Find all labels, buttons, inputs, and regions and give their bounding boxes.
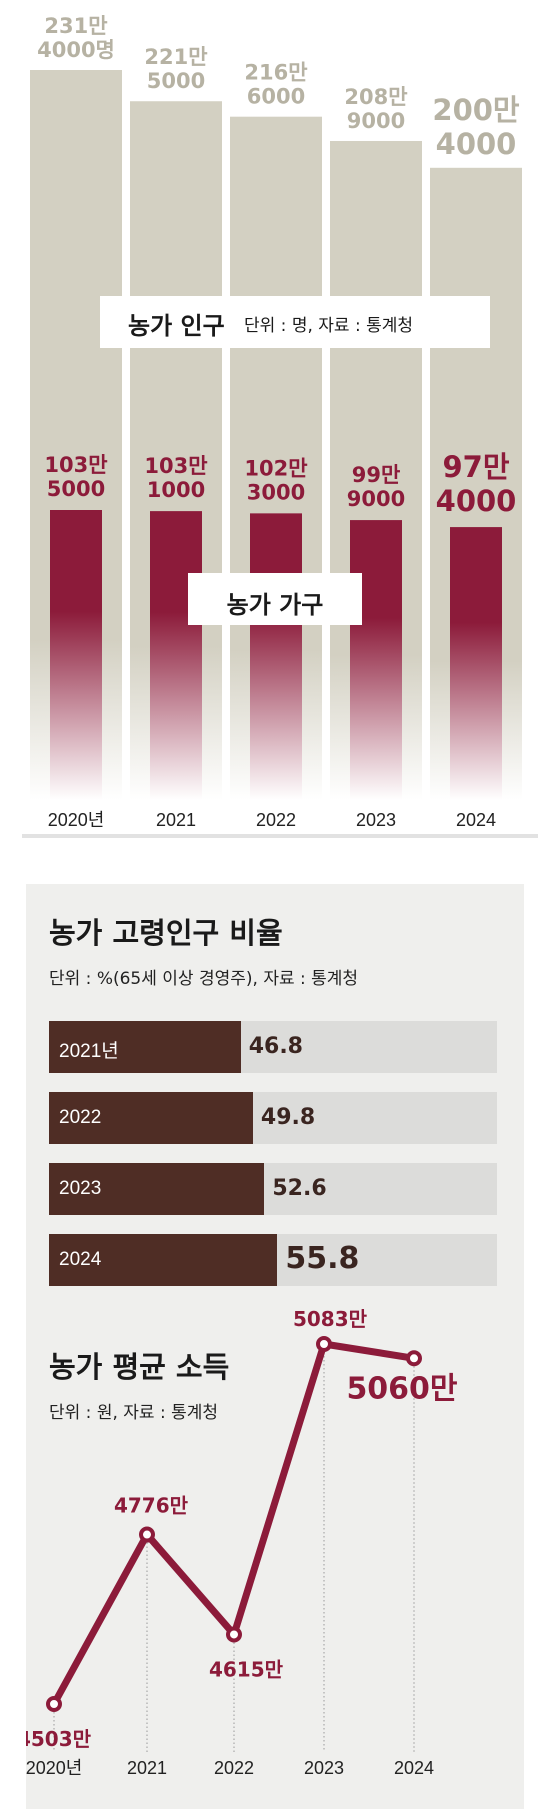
elderly-ratio-subtitle: 단위 : %(65세 이상 경영주), 자료 : 통계청	[49, 969, 359, 989]
population-value-label: 4000	[436, 127, 517, 161]
elderly-ratio-value: 55.8	[285, 1241, 360, 1276]
elderly-ratio-row: 2022 49.8	[49, 1092, 497, 1144]
household-bar	[150, 511, 202, 800]
income-year-label: 2023	[304, 1758, 344, 1778]
household-value-label: 5000	[47, 477, 105, 501]
income-value-label: 4615만	[209, 1657, 284, 1681]
elderly-ratio-title: 농가 고령인구 비율	[49, 916, 283, 950]
income-point	[46, 1696, 62, 1712]
household-value-label: 103만	[44, 453, 107, 477]
household-bar	[450, 527, 502, 800]
population-household-chart: 231만 4000명 103만 5000 2020년 221만 5000 103만 1000 20…	[0, 0, 560, 840]
year-tick-label: 2022	[256, 810, 296, 830]
household-value-label: 102만	[244, 456, 307, 480]
income-year-label: 2024	[394, 1758, 434, 1778]
year-tick-label: 2023	[356, 810, 396, 830]
household-title: 농가 가구	[226, 591, 324, 619]
household-value-label: 9000	[347, 487, 405, 511]
population-value-label: 9000	[347, 109, 405, 133]
elderly-ratio-row: 2023 52.6	[49, 1163, 497, 1215]
elderly-ratio-year: 2023	[59, 1178, 102, 1199]
income-value-label: 4776만	[114, 1494, 189, 1518]
income-value-label: 5083만	[293, 1307, 368, 1331]
income-year-label: 2020년	[26, 1758, 82, 1778]
population-subtitle: 단위 : 명, 자료 : 통계청	[244, 316, 413, 336]
bottom-panel: 농가 고령인구 비율 단위 : %(65세 이상 경영주), 자료 : 통계청 …	[26, 884, 524, 1809]
elderly-ratio-row: 2021년 46.8	[49, 1021, 497, 1073]
income-point	[406, 1350, 422, 1367]
elderly-ratio-bar	[49, 1234, 278, 1286]
household-bar	[350, 520, 402, 800]
elderly-ratio-year: 2022	[59, 1107, 102, 1128]
household-value-label: 103만	[144, 454, 207, 478]
population-value-label: 5000	[147, 69, 205, 93]
population-value-label: 4000명	[37, 38, 115, 62]
household-value-label: 3000	[247, 480, 305, 504]
population-value-label: 200만	[432, 93, 520, 127]
household-value-label: 97만	[442, 450, 509, 484]
population-value-label: 221만	[144, 45, 207, 69]
year-tick-label: 2024	[456, 810, 496, 830]
year-tick-label: 2021	[156, 810, 196, 830]
elderly-ratio-value: 49.8	[260, 1105, 316, 1130]
income-subtitle: 단위 : 원, 자료 : 통계청	[49, 1403, 218, 1423]
elderly-ratio-value: 46.8	[248, 1034, 303, 1059]
household-legend-box: 농가 가구	[188, 573, 362, 625]
income-line-svg: 4503만 4776만 4615만 5083만 5060만 2020년 2021 2022 20…	[26, 1307, 458, 1778]
income-point	[139, 1526, 155, 1543]
income-year-label: 2022	[214, 1758, 254, 1778]
elderly-ratio-value: 52.6	[272, 1176, 327, 1201]
population-value-label: 231만	[44, 14, 107, 38]
income-point	[226, 1626, 242, 1643]
elderly-ratio-bar	[49, 1092, 253, 1144]
elderly-ratio-year: 2024	[59, 1249, 102, 1270]
income-point	[316, 1336, 332, 1352]
income-value-label: 5060만	[346, 1371, 457, 1406]
household-value-label: 4000	[436, 484, 517, 518]
household-value-label: 99만	[352, 463, 401, 487]
population-value-label: 216만	[244, 61, 307, 85]
population-bars-svg: 231만4000명103만50002020년221만5000103만100020…	[22, 14, 538, 838]
income-value-label: 4503만	[26, 1727, 92, 1751]
top-chart-baseline	[22, 834, 538, 838]
population-legend-box: 농가 인구 단위 : 명, 자료 : 통계청	[100, 296, 490, 348]
elderly-ratio-year: 2021년	[59, 1041, 119, 1062]
household-bar	[250, 513, 302, 800]
income-title: 농가 평균 소득	[49, 1350, 230, 1384]
household-bar	[50, 510, 102, 800]
elderly-ratio-row: 2024 55.8	[49, 1234, 497, 1286]
household-value-label: 1000	[147, 478, 205, 502]
year-tick-label: 2020년	[48, 810, 105, 830]
elderly-ratio-bar	[49, 1163, 265, 1215]
population-value-label: 208만	[344, 85, 407, 109]
population-value-label: 6000	[247, 85, 305, 109]
elderly-ratio-bar	[49, 1021, 241, 1073]
population-title: 농가 인구	[128, 312, 225, 340]
income-year-label: 2021	[127, 1758, 167, 1778]
